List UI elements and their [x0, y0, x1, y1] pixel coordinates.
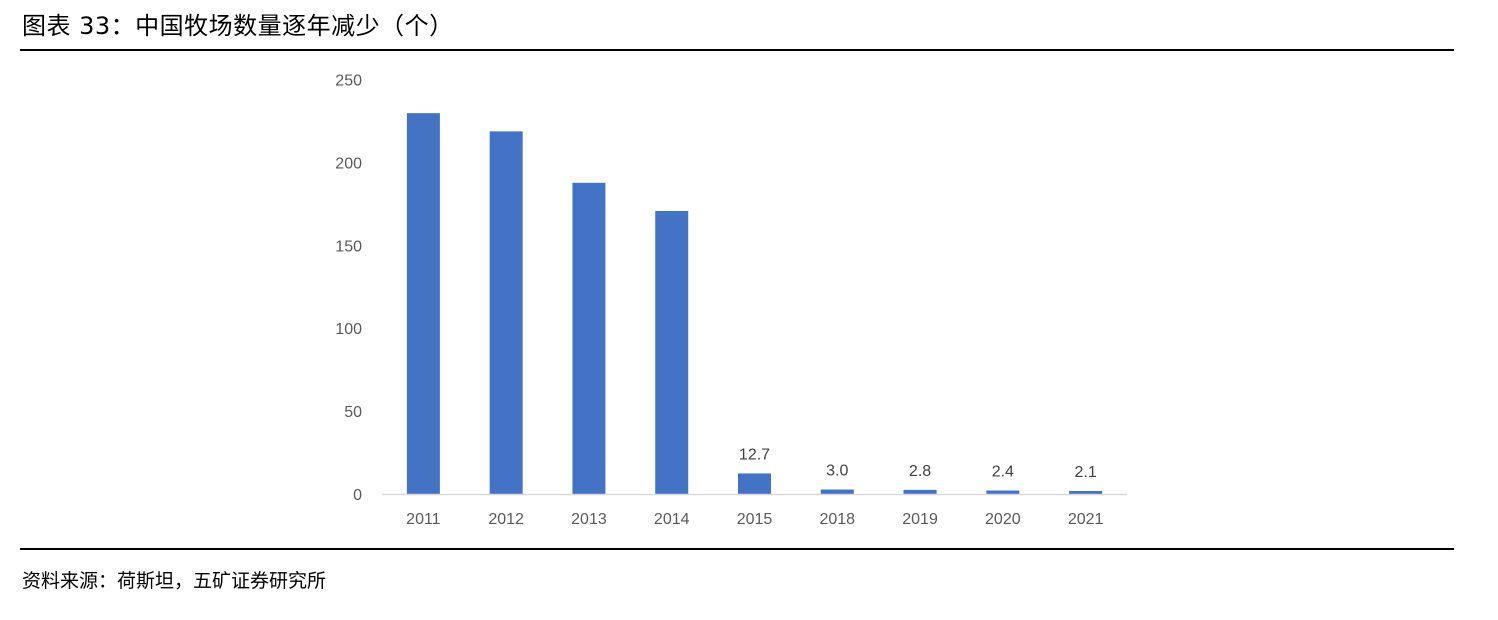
x-tick-label: 2014	[654, 511, 690, 528]
y-tick-label: 150	[335, 238, 362, 255]
y-tick-label: 50	[344, 404, 362, 421]
y-tick-label: 250	[335, 73, 362, 90]
y-tick-label: 200	[335, 155, 362, 172]
bar	[820, 489, 854, 495]
source-note: 资料来源：荷斯坦，五矿证券研究所	[22, 570, 327, 592]
bar	[738, 473, 771, 495]
x-tick-label: 2021	[1068, 511, 1104, 528]
bar	[1069, 491, 1103, 495]
bar	[903, 489, 937, 495]
bar	[489, 131, 523, 495]
chart-title: 图表 33：中国牧场数量逐年减少（个）	[22, 12, 454, 40]
x-tick-label: 2013	[571, 511, 607, 528]
x-tick-label: 2018	[819, 511, 855, 528]
data-label: 2.1	[1074, 464, 1096, 481]
x-tick-label: 2012	[488, 511, 524, 528]
bar	[406, 113, 440, 495]
top-rule	[20, 49, 1454, 51]
bar	[655, 210, 689, 495]
data-label: 12.7	[739, 446, 770, 463]
x-tick-label: 2011	[406, 511, 441, 528]
data-label: 3.0	[826, 463, 848, 480]
x-tick-label: 2020	[985, 511, 1021, 528]
bottom-rule	[20, 548, 1454, 550]
x-tick-label: 2015	[737, 511, 773, 528]
bar	[986, 490, 1020, 495]
data-label: 2.4	[992, 464, 1014, 481]
x-tick-label: 2019	[902, 511, 938, 528]
y-tick-label: 0	[353, 487, 362, 504]
bar	[572, 182, 606, 495]
data-label: 2.8	[909, 463, 931, 480]
y-tick-label: 100	[335, 321, 362, 338]
